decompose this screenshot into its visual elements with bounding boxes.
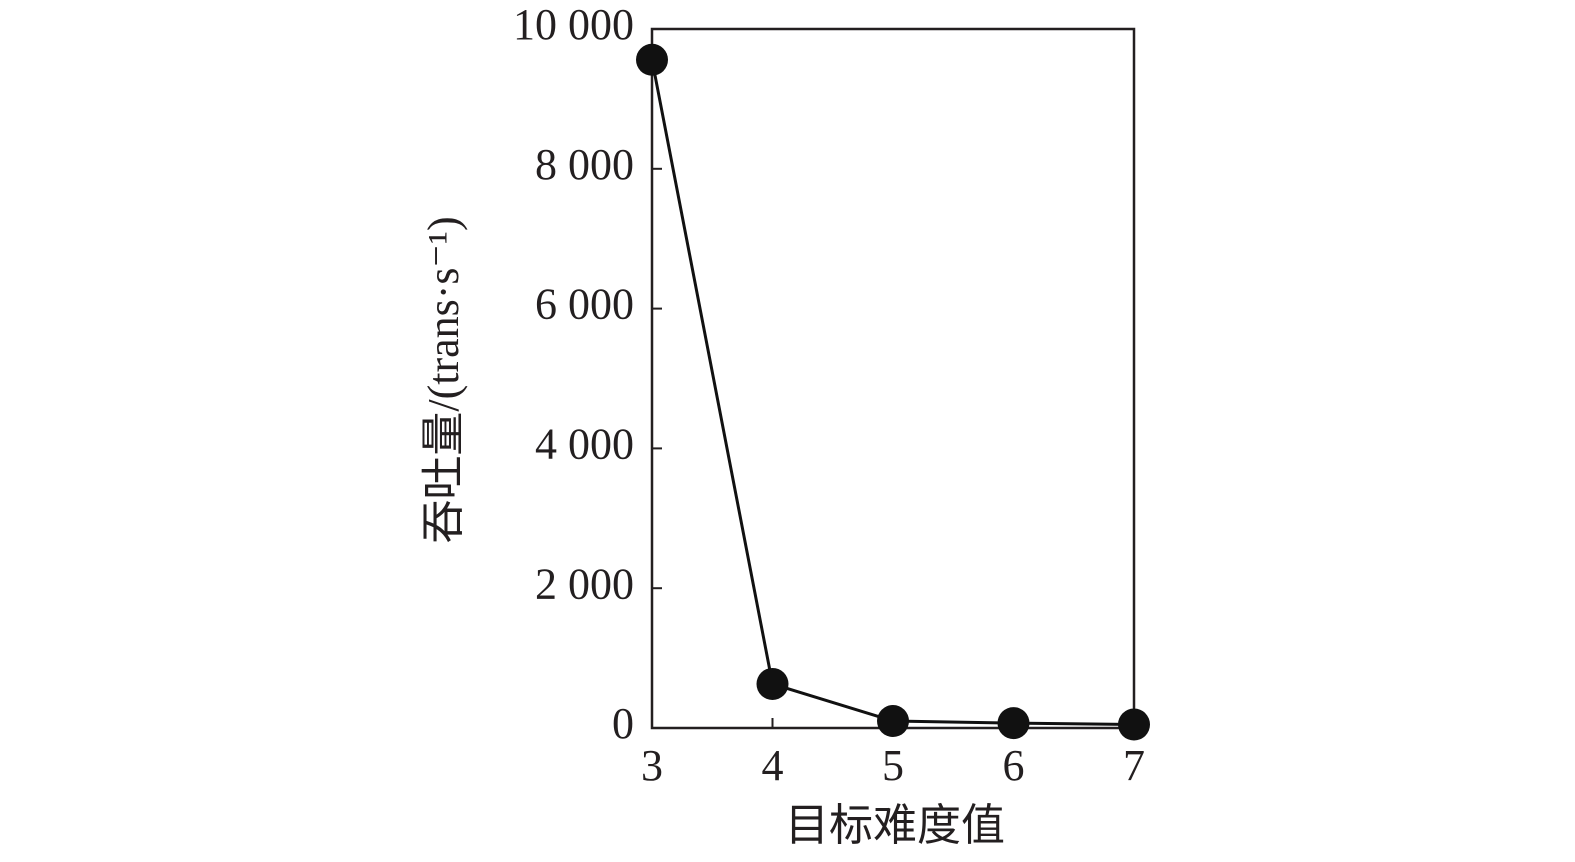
x-axis-label: 目标难度值: [785, 801, 1005, 850]
data-point: [877, 705, 909, 738]
data-line: [650, 59, 1135, 727]
y-axis-label: 吞吐量/(trans·s⁻¹): [419, 216, 468, 543]
data-point: [756, 667, 789, 700]
y-tick-label: 2 000: [535, 559, 634, 608]
x-tick-label: 4: [762, 741, 784, 790]
data-point: [1118, 708, 1150, 741]
plot-frame: [650, 27, 1136, 730]
data-point: [636, 43, 668, 76]
data-point: [997, 707, 1030, 740]
y-tick-label: 6 000: [535, 280, 634, 329]
y-tick-label: 0: [612, 699, 634, 748]
x-tick-label: 7: [1123, 741, 1145, 790]
x-tick-label: 3: [641, 741, 663, 790]
x-tick-label: 5: [882, 741, 904, 790]
y-tick-label: 4 000: [535, 419, 634, 468]
y-tick-label: 10 000: [513, 0, 634, 49]
y-tick-label: 8 000: [535, 140, 634, 189]
x-tick-label: 6: [1003, 741, 1025, 790]
